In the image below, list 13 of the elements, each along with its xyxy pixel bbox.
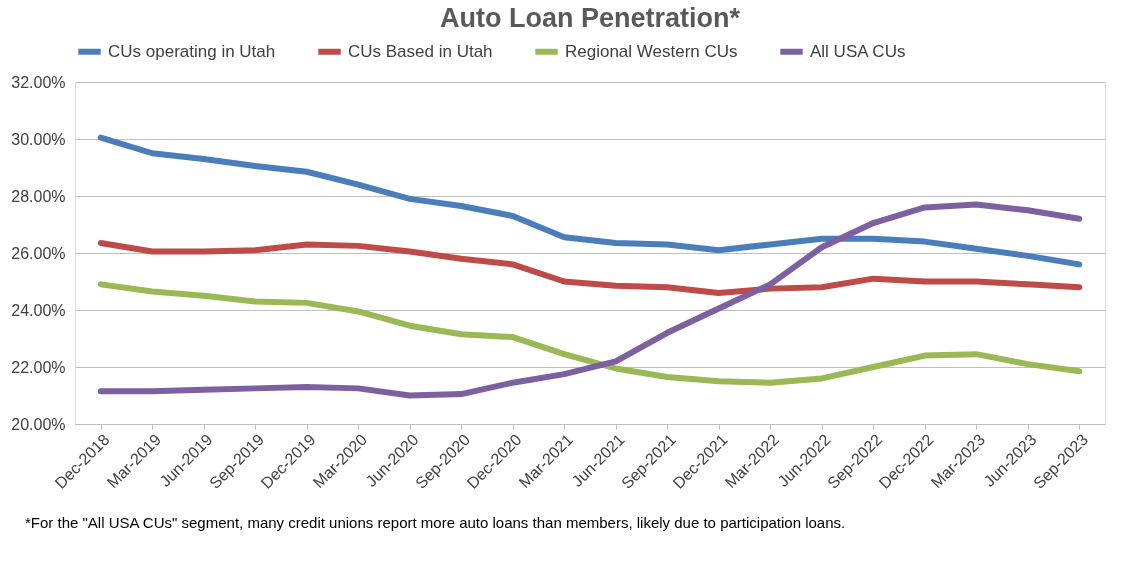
y-tick-label: 24.00% [11,301,66,319]
y-tick-label: 22.00% [11,358,66,376]
legend-label: CUs Based in Utah [348,41,493,61]
y-tick-label: 28.00% [11,187,66,205]
y-tick-label: 32.00% [11,73,66,91]
y-tick-label: 30.00% [11,130,66,148]
legend-label: CUs operating in Utah [108,41,276,61]
chart-title: Auto Loan Penetration* [439,3,741,33]
legend-label: Regional Western CUs [565,41,738,61]
legend-label: All USA CUs [810,41,906,61]
y-tick-label: 20.00% [11,415,66,433]
text: *For the "All USA CUs" segment, many credit unions report more auto loans than members, likely due to participation loans. [25,514,846,531]
y-tick-label: 26.00% [11,244,66,262]
